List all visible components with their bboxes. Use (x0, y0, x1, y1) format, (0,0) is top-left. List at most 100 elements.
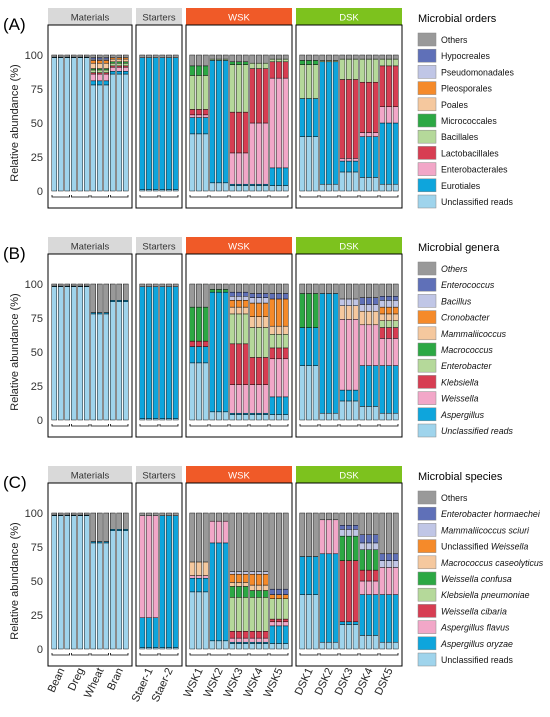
legend-swatch (417, 194, 437, 209)
group-bracket (339, 424, 359, 427)
bar-segment (109, 530, 116, 650)
bar-segment (319, 512, 326, 521)
bar-segment (57, 286, 64, 421)
bar-segment (159, 286, 166, 419)
legend-entry-label: Aspergillus oryzae (440, 639, 513, 649)
bar-segment (262, 54, 269, 64)
bar-segment (202, 114, 209, 118)
legend-entry-label: Weissella cibaria (441, 606, 507, 616)
legend-entry-label: Macrococcus caseolyticus (441, 558, 544, 568)
legend-swatch (417, 620, 437, 634)
legend-entry-label: Cronobacter (441, 313, 490, 323)
bar-segment (276, 643, 282, 650)
legend-swatch (417, 423, 437, 438)
bar-segment (236, 343, 242, 385)
bar-segment (339, 319, 346, 391)
bar-segment (299, 365, 306, 421)
bar-segment (366, 324, 372, 366)
bar-segment (372, 512, 379, 535)
bar-segment (379, 300, 386, 308)
bar-segment (386, 54, 392, 60)
legend-swatch (417, 277, 437, 292)
bar-segment (236, 384, 242, 414)
bar-segment (379, 58, 386, 67)
bar-segment (386, 313, 392, 321)
bar-segment (189, 133, 196, 192)
group-bracket (379, 195, 399, 198)
bar-segment (299, 327, 306, 366)
panel-label: (B) (3, 244, 26, 263)
bar-segment (103, 60, 110, 64)
legend-entry-label: Eurotiales (441, 181, 481, 191)
legend-entry-label: Others (441, 35, 468, 45)
group-bracket (209, 424, 229, 427)
bar-segment (242, 643, 249, 650)
bar-segment (372, 132, 379, 137)
bar-segment (346, 160, 352, 173)
bar-segment (103, 54, 110, 58)
bar-segment (202, 75, 209, 110)
bar-segment (339, 160, 346, 173)
facet-strip (136, 466, 182, 483)
group-bracket (110, 195, 129, 198)
group-bracket (110, 424, 129, 427)
bar-segment (196, 591, 202, 650)
bar-segment (352, 512, 359, 526)
legend-swatch (417, 129, 437, 144)
bar-segment (116, 512, 123, 530)
bar-segment (77, 286, 84, 421)
legend-swatch (417, 358, 437, 373)
bar-segment (319, 61, 326, 185)
bar-segment (122, 58, 129, 63)
y-axis-label: Relative abundance (%) (9, 64, 21, 181)
bar-segment (96, 62, 103, 69)
bar-segment (189, 114, 196, 118)
legend-swatch (417, 652, 437, 667)
bar-segment (326, 293, 332, 414)
bar-segment (109, 58, 116, 63)
bar-segment (392, 300, 399, 308)
bar-segment (229, 512, 236, 572)
bar-segment (216, 289, 222, 293)
bar-segment (159, 515, 166, 648)
bar-segment (262, 316, 269, 328)
bar-segment (386, 412, 392, 421)
bar-segment (229, 185, 236, 192)
bar-segment (236, 313, 242, 345)
bar-segment (202, 346, 209, 364)
bar-segment (312, 98, 319, 137)
bar-segment (77, 283, 84, 287)
bar-segment (236, 571, 242, 575)
bar-segment (386, 338, 392, 366)
bar-segment (326, 641, 332, 650)
legend-swatch (417, 375, 437, 389)
group-bracket (269, 424, 289, 427)
bar-segment (366, 534, 372, 544)
bar-segment (299, 512, 306, 557)
bar-segment (222, 283, 229, 290)
bar-segment (152, 57, 159, 190)
bar-segment (109, 283, 116, 301)
group-bracket (359, 424, 379, 427)
bar-segment (83, 54, 90, 58)
bar-segment (216, 291, 222, 413)
bar-segment (242, 582, 249, 587)
group-bracket (229, 653, 249, 656)
bar-segment (346, 389, 352, 402)
bar-segment (116, 54, 123, 58)
bar-segment (196, 346, 202, 364)
bar-segment (256, 302, 262, 317)
bar-segment (122, 67, 129, 72)
bar-segment (249, 327, 256, 358)
bar-segment (109, 73, 116, 192)
legend-swatch (417, 555, 437, 570)
bar-segment (269, 298, 276, 327)
bar-segment (103, 313, 110, 421)
bar-segment (189, 340, 196, 347)
bar-segment (229, 64, 236, 113)
bar-segment (346, 54, 352, 60)
bar-segment (372, 136, 379, 178)
bar-segment (306, 283, 312, 294)
bar-segment (242, 300, 249, 308)
bar-segment (256, 316, 262, 328)
